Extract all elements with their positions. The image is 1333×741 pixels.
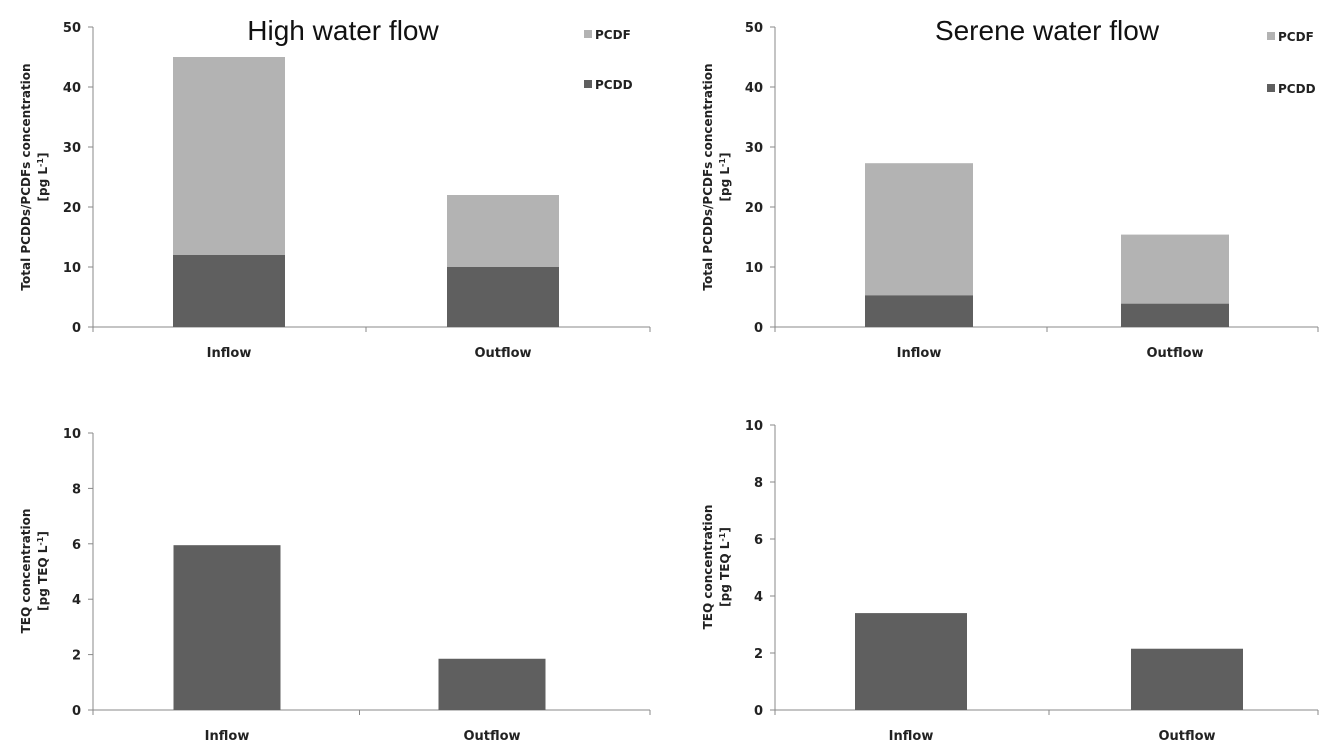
y-tick-label: 50: [745, 21, 763, 36]
y-tick-label: 30: [745, 141, 763, 156]
chart-title: High water flow: [247, 15, 439, 46]
y-tick-label: 4: [72, 593, 81, 608]
bar-inflow: [855, 613, 967, 710]
y-tick-label: 10: [745, 419, 763, 434]
bar-outflow-pcdd: [447, 267, 559, 327]
y-axis-title: TEQ concentration [pg TEQ L-1]: [701, 505, 732, 630]
y-axis-title: Total PCDDs/PCDFs concentration [pg L-1]: [19, 63, 50, 290]
legend-label: PCDF: [1278, 30, 1314, 44]
legend-label: PCDD: [1278, 82, 1316, 96]
chart-title: Serene water flow: [935, 15, 1160, 46]
bar-outflow: [438, 658, 546, 710]
y-tick-label: 0: [754, 704, 763, 719]
chart-2: 0 10 20 30 40 50 Inflow Outflow Total PCDDs/PCDF…: [701, 15, 1319, 361]
y-tick-label: 40: [63, 81, 81, 96]
y-tick-label: 2: [72, 649, 81, 664]
y-tick-label: 2: [754, 647, 763, 662]
x-category-label: Inflow: [207, 346, 252, 361]
bar-inflow-pcdd: [173, 255, 285, 327]
legend-label: PCDF: [595, 28, 631, 42]
bar-outflow-pcdf: [447, 195, 559, 267]
chart-3: 0 2 4 6 8 10 Inflow Outflow TEQ concentration [pg…: [19, 427, 651, 741]
y-tick-label: 20: [63, 201, 81, 216]
y-tick-label: 10: [63, 261, 81, 276]
bar-inflow-pcdd: [865, 295, 973, 327]
legend-swatch: [584, 30, 592, 38]
x-category-label: Inflow: [897, 346, 942, 361]
y-axis-title: Total PCDDs/PCDFs concentration [pg L-1]: [701, 63, 732, 290]
legend-swatch: [1267, 32, 1275, 40]
bar-outflow-pcdf: [1121, 234, 1229, 304]
legend-label: PCDD: [595, 78, 633, 92]
bar-inflow-pcdf: [865, 163, 973, 296]
y-tick-label: 40: [745, 81, 763, 96]
x-category-label: Outflow: [463, 729, 520, 741]
y-tick-label: 10: [63, 427, 81, 442]
bar-inflow-pcdf: [173, 57, 285, 255]
legend-swatch: [584, 80, 592, 88]
y-tick-label: 30: [63, 141, 81, 156]
x-category-label: Inflow: [205, 729, 250, 741]
y-tick-label: 10: [745, 261, 763, 276]
y-tick-label: 0: [72, 321, 81, 336]
y-tick-label: 4: [754, 590, 763, 605]
x-category-label: Inflow: [889, 729, 934, 741]
y-tick-label: 0: [754, 321, 763, 336]
y-tick-label: 20: [745, 201, 763, 216]
x-category-label: Outflow: [1158, 729, 1215, 741]
bar-outflow: [1131, 648, 1243, 710]
bar-outflow-pcdd: [1121, 303, 1229, 327]
bar-inflow: [173, 545, 281, 710]
y-tick-label: 8: [754, 476, 763, 491]
y-tick-label: 50: [63, 21, 81, 36]
y-tick-label: 6: [72, 538, 81, 553]
x-category-label: Outflow: [474, 346, 531, 361]
chart-4: 0 2 4 6 8 10 Inflow Outflow TEQ concentration [pg…: [701, 419, 1319, 741]
y-tick-label: 0: [72, 704, 81, 719]
y-tick-label: 6: [754, 533, 763, 548]
x-category-label: Outflow: [1146, 346, 1203, 361]
chart-1: 0 10 20 30 40 50 Inflow Outflow Total PCDDs/PCDF…: [19, 15, 651, 361]
y-tick-label: 8: [72, 482, 81, 497]
y-axis-title: TEQ concentration [pg TEQ L-1]: [19, 509, 50, 634]
legend-swatch: [1267, 84, 1275, 92]
